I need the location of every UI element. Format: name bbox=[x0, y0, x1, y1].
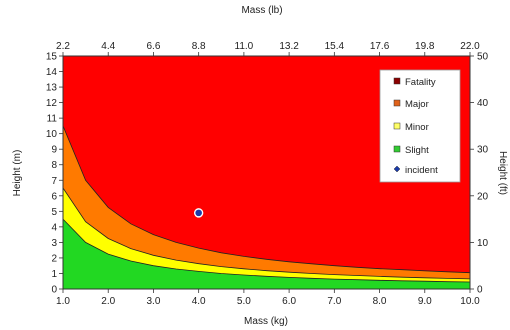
left-tick-label: 11 bbox=[47, 114, 58, 125]
incident-point bbox=[193, 208, 204, 218]
bottom-tick-label: 7.0 bbox=[327, 296, 341, 307]
bottom-axis-title: Mass (kg) bbox=[244, 316, 288, 327]
top-tick-label: 2.2 bbox=[56, 41, 70, 52]
bottom-tick-label: 1.0 bbox=[56, 296, 70, 307]
left-tick-label: 6 bbox=[51, 191, 57, 202]
right-tick-label: 50 bbox=[477, 52, 489, 63]
left-tick-label: 0 bbox=[51, 285, 57, 296]
left-tick-label: 4 bbox=[51, 222, 57, 233]
left-tick-label: 12 bbox=[46, 98, 58, 109]
top-tick-label: 15.4 bbox=[325, 41, 345, 52]
left-tick-label: 9 bbox=[51, 145, 57, 156]
top-tick-label: 22.0 bbox=[460, 41, 480, 52]
right-axis: 0 10 20 30 40 50 bbox=[470, 52, 489, 296]
bottom-tick-label: 2.0 bbox=[101, 296, 115, 307]
bottom-tick-label: 3.0 bbox=[146, 296, 160, 307]
left-tick-label: 8 bbox=[51, 160, 57, 171]
right-tick-label: 30 bbox=[477, 145, 489, 156]
right-tick-label: 10 bbox=[477, 238, 489, 249]
top-tick-label: 8.8 bbox=[192, 41, 206, 52]
plot-frame bbox=[62, 55, 471, 290]
plot-areas bbox=[63, 56, 470, 290]
legend-marker-incident bbox=[393, 165, 401, 173]
zone-boundaries bbox=[62, 125, 471, 283]
top-axis: 2.2 4.4 6.6 8.8 11.0 13.2 15.4 17.6 19.8 22.0 bbox=[56, 41, 480, 56]
legend-swatch-slight bbox=[393, 145, 401, 153]
left-tick-label: 5 bbox=[51, 207, 57, 218]
top-axis-title: Mass (lb) bbox=[241, 5, 282, 16]
left-tick-label: 10 bbox=[46, 129, 58, 140]
bottom-tick-label: 8.0 bbox=[373, 296, 387, 307]
right-tick-label: 20 bbox=[477, 191, 489, 202]
legend-label-incident: incident bbox=[405, 165, 438, 176]
zone-minor bbox=[63, 188, 470, 289]
top-tick-label: 11.0 bbox=[235, 41, 254, 52]
legend-label-slight: Slight bbox=[405, 145, 429, 156]
left-axis-title: Height (m) bbox=[12, 150, 23, 197]
right-tick-label: 40 bbox=[477, 98, 489, 109]
left-tick-label: 15 bbox=[46, 52, 58, 63]
bottom-tick-label: 6.0 bbox=[282, 296, 296, 307]
top-tick-label: 17.6 bbox=[370, 41, 390, 52]
boundary-slight bbox=[62, 218, 471, 283]
legend-swatch-major bbox=[393, 99, 401, 107]
incident-points bbox=[193, 208, 204, 218]
legend-label-minor: Minor bbox=[405, 122, 429, 133]
left-tick-label: 14 bbox=[46, 67, 58, 78]
top-tick-label: 13.2 bbox=[279, 41, 299, 52]
right-tick-label: 0 bbox=[477, 285, 483, 296]
legend-label-major: Major bbox=[405, 99, 429, 110]
top-tick-label: 4.4 bbox=[101, 41, 115, 52]
legend-swatch-fatality bbox=[393, 77, 401, 85]
zone-major bbox=[63, 125, 470, 290]
left-tick-label: 3 bbox=[51, 238, 57, 249]
boundary-major bbox=[62, 125, 471, 274]
legend-swatch-minor bbox=[393, 122, 401, 130]
legend-label-fatality: Fatality bbox=[405, 77, 436, 88]
bottom-tick-label: 10.0 bbox=[460, 296, 480, 307]
left-tick-label: 13 bbox=[46, 83, 58, 94]
legend: Fatality Major Minor Slight incident bbox=[379, 69, 461, 183]
bottom-tick-label: 5.0 bbox=[237, 296, 251, 307]
boundary-minor bbox=[62, 187, 471, 280]
bottom-axis: 1.0 2.0 3.0 4.0 5.0 6.0 7.0 8.0 9.0 10.0 bbox=[56, 289, 480, 307]
bottom-tick-label: 4.0 bbox=[192, 296, 206, 307]
left-tick-label: 7 bbox=[51, 176, 57, 187]
zone-slight bbox=[63, 219, 470, 289]
left-tick-label: 1 bbox=[51, 269, 57, 280]
zone-fatality bbox=[63, 56, 470, 289]
legend-box bbox=[379, 69, 461, 183]
right-axis-title: Height (ft) bbox=[497, 151, 508, 195]
bottom-tick-label: 9.0 bbox=[418, 296, 432, 307]
top-tick-label: 6.6 bbox=[146, 41, 160, 52]
top-tick-label: 19.8 bbox=[415, 41, 435, 52]
left-tick-label: 2 bbox=[51, 253, 57, 264]
